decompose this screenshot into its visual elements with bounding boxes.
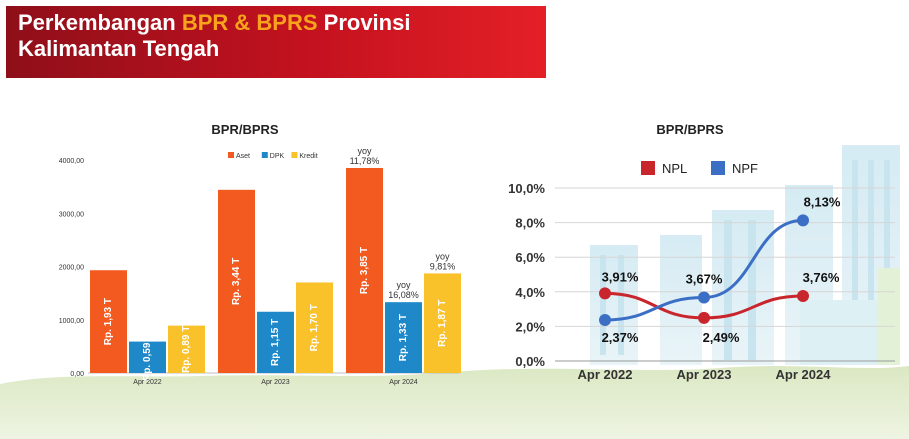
bar-value-label: Rp. 3,85 T [359,247,370,294]
bar-value-label: Rp. 3,44 T [231,258,242,305]
city-skyline-background [590,145,900,365]
bar-kredit-1 [168,325,205,373]
yoy-annotation-label: yoy [435,251,450,261]
right-chart-title: BPR/BPRS [656,122,724,137]
y-tick-label: 6,0% [515,250,545,265]
y-tick-label: 4000,00 [59,158,84,165]
data-label: 8,13% [804,194,841,209]
title-part-2: Provinsi [317,10,411,35]
point-npf-2 [698,291,710,304]
point-npl-3 [797,289,809,302]
data-label: 3,91% [602,269,639,284]
bar-value-label: Rp. 1,33 T [398,314,409,361]
legend-label-aset: Aset [236,153,250,160]
data-label: 2,37% [602,330,639,345]
data-label: 3,76% [803,270,840,285]
y-tick-label: 3000,00 [59,211,84,218]
title-line-2: Kalimantan Tengah [18,36,220,61]
bar-value-label: Rp. 0,59 T [142,334,153,381]
yoy-annotation-label: yoy [357,146,372,156]
bar-value-label: Rp. 0,89 T [181,326,192,373]
y-tick-label: 8,0% [515,216,545,231]
data-label: 3,67% [686,272,723,287]
legend-swatch-aset [228,152,234,158]
legend-swatch-npf [711,161,725,175]
bar-value-label: Rp. 1,15 T [270,319,281,366]
title-banner: Perkembangan BPR & BPRS Provinsi Kaliman… [6,6,546,78]
left-chart-title: BPR/BPRS [211,122,279,137]
bar-value-label: Rp. 1,93 T [103,298,114,345]
legend-label-kredit: Kredit [299,153,317,160]
y-tick-label: 4,0% [515,285,545,300]
bar-dpk-1 [129,341,166,373]
data-label: 2,49% [703,330,740,345]
y-tick-label: 0,0% [515,354,545,369]
page-title: Perkembangan BPR & BPRS Provinsi Kaliman… [18,10,410,62]
x-tick-label: Apr 2022 [578,367,633,382]
x-tick-label: Apr 2024 [776,367,832,382]
legend-swatch-dpk [261,152,268,158]
legend-label-dpk: DPK [270,153,285,160]
point-npf-1 [599,313,611,326]
bar-value-label: Rp. 1,87 T [437,300,448,347]
y-tick-label: 1000,00 [59,318,84,325]
legend-swatch-kredit [291,152,298,158]
point-npf-3 [797,214,809,227]
right-line-chart: BPR/BPRS 0,0% 2,0% 4,0% 6,0% 8,0% 10,0% Apr 202… [508,122,895,382]
yoy-annotation-value: 11,78% [350,156,380,166]
bar-dpk-2 [257,311,294,373]
grass-ground [0,366,909,439]
bar-aset-2 [218,189,255,373]
x-tick-label: Apr 2022 [133,379,162,386]
bar-kredit-3 [424,273,461,373]
y-tick-label: 2,0% [515,319,545,334]
point-npl-2 [698,311,710,324]
point-npl-1 [599,287,611,300]
bar-aset-1 [90,270,127,373]
legend-swatch-npl [641,161,655,175]
left-bar-chart: BPR/BPRS 0,00 1000,00 2000,00 3000,00 4000,00… [59,122,461,386]
yoy-annotation-label: yoy [396,280,411,290]
legend-label-npf: NPF [732,161,758,176]
title-highlight: BPR & BPRS [181,10,318,35]
x-tick-label: Apr 2024 [389,379,418,386]
bar-value-label: Rp. 1,70 T [309,304,320,351]
x-tick-label: Apr 2023 [261,379,290,386]
bar-kredit-2 [296,282,333,373]
bar-dpk-3 [385,302,422,373]
title-part-1: Perkembangan [18,10,182,35]
y-tick-label: 10,0% [508,181,545,196]
bar-aset-3 [346,167,383,373]
legend-label-npl: NPL [662,161,687,176]
y-tick-label: 2000,00 [59,265,84,272]
yoy-annotation-value: 16,08% [388,290,419,300]
yoy-annotation-value: 9,81% [430,261,456,271]
y-tick-label: 0,00 [70,371,84,378]
x-tick-label: Apr 2023 [677,367,732,382]
